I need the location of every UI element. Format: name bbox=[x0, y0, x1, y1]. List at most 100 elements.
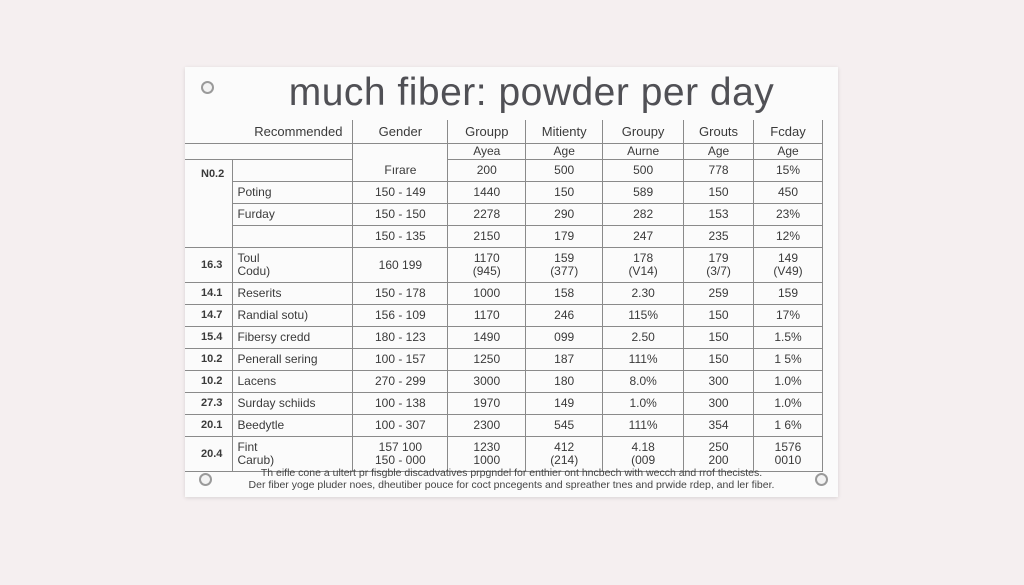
punch-hole-bottom-right-icon bbox=[815, 473, 828, 486]
subheader-index bbox=[185, 143, 233, 160]
table-cell: 2278 bbox=[447, 203, 527, 226]
table-cell: 3000 bbox=[447, 370, 527, 393]
table-cell: 270 - 299 bbox=[352, 370, 449, 393]
row-label bbox=[232, 159, 354, 182]
table-cell: 179 (3/7) bbox=[683, 247, 755, 283]
header-cell: Groupp bbox=[447, 120, 527, 144]
table-cell: 1.5% bbox=[753, 326, 823, 349]
row-label: Furday bbox=[232, 203, 354, 226]
table-cell: 150 bbox=[683, 181, 755, 204]
row-label: Fibersy credd bbox=[232, 326, 354, 349]
row-index: N0.2 bbox=[185, 159, 234, 248]
table-cell: 150 bbox=[525, 181, 604, 204]
table-cell: 1 5% bbox=[753, 348, 823, 371]
header-index bbox=[185, 120, 233, 144]
table-cell: 159 (377) bbox=[525, 247, 604, 283]
row-index: 27.3 bbox=[185, 392, 233, 415]
subheader-cell: Age bbox=[525, 143, 604, 160]
table-cell: 4.18 (009 bbox=[602, 436, 685, 472]
table-row: 20.1 Beedytle 100 - 307 2300 545 111% 354 1 6% bbox=[185, 414, 823, 437]
table-cell: 149 bbox=[525, 392, 604, 415]
table-cell: 290 bbox=[525, 203, 604, 226]
footnotes: Th eifle cone a ultert pr fisgble discad… bbox=[205, 467, 818, 491]
table-cell: 1490 bbox=[447, 326, 527, 349]
table-cell: 157 100 150 - 000 bbox=[352, 436, 449, 472]
row-index: 16.3 bbox=[185, 247, 233, 283]
table-cell: 500 bbox=[525, 159, 604, 182]
table-cell: 111% bbox=[602, 414, 685, 437]
table-cell: 250 200 bbox=[683, 436, 755, 472]
table-row: 16.3 Toul Codu) 160 199 1170 (945) 159 (377)… bbox=[185, 247, 823, 283]
page-title: much fiber: powder per day bbox=[288, 71, 775, 114]
table-cell: 150 - 150 bbox=[352, 203, 449, 226]
table-cell: 235 bbox=[683, 225, 755, 248]
row-index: 20.4 bbox=[185, 436, 233, 472]
table-cell: 1250 bbox=[447, 348, 527, 371]
header-cell: Gender bbox=[352, 120, 449, 144]
table-subheader-row: Ayea Age Aurne Age Age bbox=[185, 143, 823, 160]
table-cell: 354 bbox=[683, 414, 755, 437]
table-cell: 153 bbox=[683, 203, 755, 226]
subheader-cell: Aurne bbox=[602, 143, 685, 160]
row-label: Reserits bbox=[232, 282, 354, 305]
table-cell: 2.50 bbox=[602, 326, 685, 349]
row-label: Randial sotu) bbox=[232, 304, 354, 327]
table-cell: 1440 bbox=[447, 181, 527, 204]
table-cell: Fırare bbox=[352, 159, 449, 182]
table-cell: 259 bbox=[683, 282, 755, 305]
table-cell: 2150 bbox=[447, 225, 527, 248]
table-cell: 246 bbox=[525, 304, 604, 327]
table-cell: 8.0% bbox=[602, 370, 685, 393]
table-body: N0.2 Fırare 200 500 500 778 15% Poting 150 - 149… bbox=[185, 159, 823, 472]
table-cell: 1170 (945) bbox=[447, 247, 527, 283]
table-row: 20.4 Fint Carub) 157 100 150 - 000 1230 100… bbox=[185, 436, 823, 472]
table-cell: 1.0% bbox=[753, 370, 823, 393]
table-cell: 1576 0010 bbox=[753, 436, 823, 472]
row-index: 14.7 bbox=[185, 304, 233, 327]
table-cell: 178 (V14) bbox=[602, 247, 685, 283]
table-cell: 1970 bbox=[447, 392, 527, 415]
table-cell: 1 6% bbox=[753, 414, 823, 437]
row-label: Toul Codu) bbox=[232, 247, 354, 283]
header-cell: Grouts bbox=[683, 120, 755, 144]
table-cell: 149 (V49) bbox=[753, 247, 823, 283]
row-index: 14.1 bbox=[185, 282, 233, 305]
table-row: Furday 150 - 150 2278 290 282 153 23% bbox=[185, 203, 823, 226]
table-cell: 200 bbox=[447, 159, 527, 182]
row-label: Lacens bbox=[232, 370, 354, 393]
row-index: 10.2 bbox=[185, 370, 233, 393]
table-cell: 15% bbox=[753, 159, 823, 182]
punch-hole-top-left-icon bbox=[201, 81, 214, 94]
table-cell: 100 - 307 bbox=[352, 414, 449, 437]
table-row: N0.2 Fırare 200 500 500 778 15% bbox=[185, 159, 823, 248]
subheader-cell: Ayea bbox=[447, 143, 527, 160]
table-cell: 1.0% bbox=[602, 392, 685, 415]
table-cell: 778 bbox=[683, 159, 755, 182]
table-cell: 300 bbox=[683, 370, 755, 393]
table-cell: 099 bbox=[525, 326, 604, 349]
table-cell: 1000 bbox=[447, 282, 527, 305]
table-cell: 150 bbox=[683, 326, 755, 349]
row-label: Penerall sering bbox=[232, 348, 354, 371]
header-cell: Fcday bbox=[753, 120, 823, 144]
table-cell: 158 bbox=[525, 282, 604, 305]
table-cell: 150 - 178 bbox=[352, 282, 449, 305]
table-cell: 150 - 149 bbox=[352, 181, 449, 204]
row-index: 10.2 bbox=[185, 348, 233, 371]
subheader-cell: Age bbox=[683, 143, 755, 160]
table-header-row: Recommended Gender Groupp Mitienty Group… bbox=[185, 120, 823, 144]
header-cell: Mitienty bbox=[525, 120, 604, 144]
table-cell: 1170 bbox=[447, 304, 527, 327]
footnote-line: Th eifle cone a ultert pr fisgble discad… bbox=[260, 467, 763, 479]
subheader-cell bbox=[232, 143, 354, 160]
row-label: Fint Carub) bbox=[232, 436, 354, 472]
table-cell: 589 bbox=[602, 181, 685, 204]
table-row: 10.2 Penerall sering 100 - 157 1250 187 111% 1… bbox=[185, 348, 823, 371]
row-label bbox=[232, 225, 354, 248]
table-row: 27.3 Surday schiids 100 - 138 1970 149 1.0% 30… bbox=[185, 392, 823, 415]
table-cell: 150 bbox=[683, 348, 755, 371]
table-cell: 412 (214) bbox=[525, 436, 604, 472]
table-cell: 282 bbox=[602, 203, 685, 226]
subheader-cell bbox=[352, 143, 449, 160]
punch-hole-bottom-left-icon bbox=[199, 473, 212, 486]
